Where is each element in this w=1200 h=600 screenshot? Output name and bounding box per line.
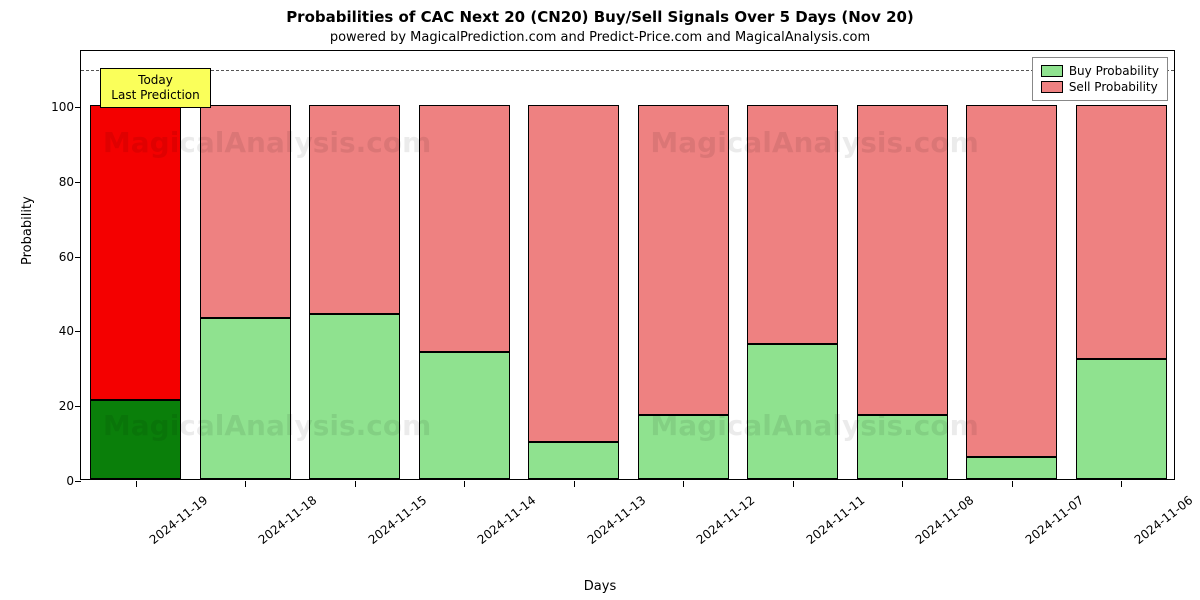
sell-bar bbox=[857, 105, 948, 415]
ytick-label: 100 bbox=[36, 100, 74, 114]
bar-group bbox=[419, 105, 510, 479]
xtick-mark bbox=[355, 481, 356, 487]
xtick-label: 2024-11-14 bbox=[475, 493, 539, 547]
bar-group bbox=[638, 105, 729, 479]
sell-bar bbox=[1076, 105, 1167, 359]
ytick-label: 60 bbox=[36, 250, 74, 264]
legend-label: Buy Probability bbox=[1069, 64, 1159, 78]
buy-bar bbox=[1076, 359, 1167, 479]
xtick-mark bbox=[902, 481, 903, 487]
sell-bar bbox=[419, 105, 510, 352]
y-axis-label: Probability bbox=[20, 196, 35, 265]
ytick-mark bbox=[75, 182, 81, 183]
sell-bar bbox=[966, 105, 1057, 456]
buy-bar bbox=[90, 400, 181, 479]
ytick-mark bbox=[75, 107, 81, 108]
ytick-label: 40 bbox=[36, 324, 74, 338]
legend-label: Sell Probability bbox=[1069, 80, 1158, 94]
ytick-mark bbox=[75, 481, 81, 482]
sell-bar bbox=[309, 105, 400, 314]
sell-bar bbox=[747, 105, 838, 344]
legend-item: Sell Probability bbox=[1041, 80, 1159, 94]
xtick-mark bbox=[683, 481, 684, 487]
xtick-label: 2024-11-19 bbox=[147, 493, 211, 547]
xtick-mark bbox=[245, 481, 246, 487]
buy-bar bbox=[528, 442, 619, 479]
sell-bar bbox=[200, 105, 291, 318]
bar-group bbox=[747, 105, 838, 479]
bar-group bbox=[90, 105, 181, 479]
xtick-label: 2024-11-18 bbox=[256, 493, 320, 547]
buy-bar bbox=[200, 318, 291, 479]
x-axis-label: Days bbox=[584, 579, 616, 594]
xtick-mark bbox=[574, 481, 575, 487]
bar-group bbox=[857, 105, 948, 479]
bar-group bbox=[200, 105, 291, 479]
legend-swatch bbox=[1041, 65, 1063, 77]
buy-bar bbox=[419, 352, 510, 479]
buy-bar bbox=[966, 457, 1057, 479]
ytick-label: 0 bbox=[36, 474, 74, 488]
xtick-mark bbox=[1121, 481, 1122, 487]
ytick-mark bbox=[75, 406, 81, 407]
callout-line-1: Today bbox=[111, 73, 199, 88]
xtick-mark bbox=[793, 481, 794, 487]
ytick-label: 20 bbox=[36, 399, 74, 413]
xtick-label: 2024-11-07 bbox=[1023, 493, 1087, 547]
sell-bar bbox=[90, 105, 181, 400]
callout-line-2: Last Prediction bbox=[111, 88, 199, 103]
buy-bar bbox=[638, 415, 729, 479]
xtick-label: 2024-11-11 bbox=[804, 493, 868, 547]
bar-group bbox=[528, 105, 619, 479]
plot-inner: 020406080100MagicalAnalysis.comMagicalAn… bbox=[81, 51, 1174, 479]
chart-title: Probabilities of CAC Next 20 (CN20) Buy/… bbox=[0, 0, 1200, 26]
xtick-label: 2024-11-12 bbox=[694, 493, 758, 547]
today-callout: TodayLast Prediction bbox=[100, 68, 210, 108]
xtick-label: 2024-11-08 bbox=[913, 493, 977, 547]
legend-item: Buy Probability bbox=[1041, 64, 1159, 78]
chart-subtitle: powered by MagicalPrediction.com and Pre… bbox=[0, 26, 1200, 45]
xtick-label: 2024-11-15 bbox=[366, 493, 430, 547]
xtick-label: 2024-11-06 bbox=[1132, 493, 1196, 547]
legend-swatch bbox=[1041, 81, 1063, 93]
ytick-mark bbox=[75, 331, 81, 332]
xtick-mark bbox=[136, 481, 137, 487]
buy-bar bbox=[747, 344, 838, 479]
bar-group bbox=[309, 105, 400, 479]
xtick-mark bbox=[464, 481, 465, 487]
bar-group bbox=[966, 105, 1057, 479]
threshold-dashed-line bbox=[81, 70, 1174, 71]
sell-bar bbox=[528, 105, 619, 442]
ytick-label: 80 bbox=[36, 175, 74, 189]
buy-bar bbox=[309, 314, 400, 479]
buy-bar bbox=[857, 415, 948, 479]
bar-group bbox=[1076, 105, 1167, 479]
ytick-mark bbox=[75, 257, 81, 258]
sell-bar bbox=[638, 105, 729, 415]
legend: Buy Probability Sell Probability bbox=[1032, 57, 1168, 101]
xtick-label: 2024-11-13 bbox=[585, 493, 649, 547]
plot-area: 020406080100MagicalAnalysis.comMagicalAn… bbox=[80, 50, 1175, 480]
xtick-mark bbox=[1012, 481, 1013, 487]
